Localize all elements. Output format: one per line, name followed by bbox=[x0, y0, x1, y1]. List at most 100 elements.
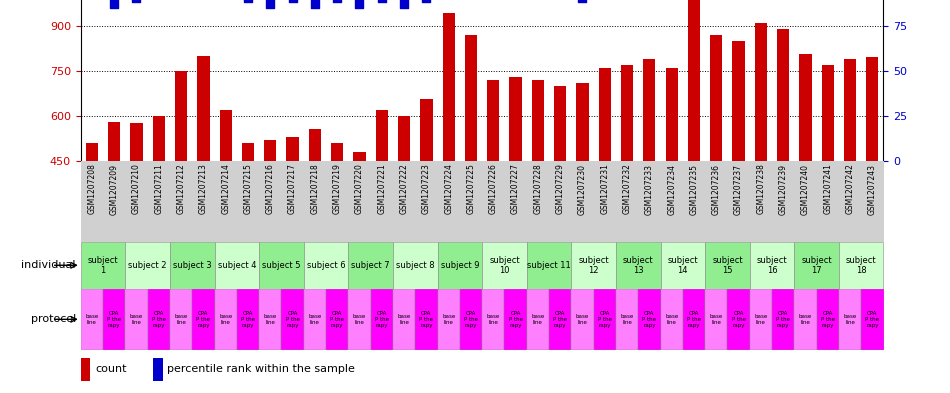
Bar bbox=[398, 116, 410, 161]
Text: GSM1207235: GSM1207235 bbox=[690, 163, 698, 215]
Text: GSM1207228: GSM1207228 bbox=[533, 163, 542, 214]
Text: subject 5: subject 5 bbox=[262, 261, 301, 270]
Text: CPA
P the
rapy: CPA P the rapy bbox=[107, 311, 122, 328]
Bar bbox=[130, 123, 142, 161]
Bar bbox=[750, 242, 794, 289]
Bar bbox=[370, 289, 393, 350]
Text: subject 4: subject 4 bbox=[218, 261, 256, 270]
Bar bbox=[532, 80, 544, 161]
Text: CPA
P the
rapy: CPA P the rapy bbox=[331, 311, 344, 328]
Text: GSM1207218: GSM1207218 bbox=[311, 163, 319, 214]
Text: CPA
P the
rapy: CPA P the rapy bbox=[598, 311, 612, 328]
Bar bbox=[839, 289, 862, 350]
Bar bbox=[215, 242, 259, 289]
Text: GSM1207214: GSM1207214 bbox=[221, 163, 230, 215]
Bar bbox=[153, 116, 165, 161]
Bar bbox=[81, 289, 103, 350]
Bar bbox=[219, 110, 232, 161]
Text: GSM1207237: GSM1207237 bbox=[734, 163, 743, 215]
Text: GSM1207234: GSM1207234 bbox=[667, 163, 676, 215]
Bar bbox=[577, 83, 589, 161]
Text: CPA
P the
rapy: CPA P the rapy bbox=[152, 311, 166, 328]
Text: base
line: base line bbox=[264, 314, 276, 325]
Bar bbox=[443, 13, 455, 161]
Bar bbox=[287, 137, 298, 161]
Text: GSM1207222: GSM1207222 bbox=[400, 163, 408, 214]
Text: subject
18: subject 18 bbox=[846, 255, 877, 275]
Bar bbox=[616, 289, 638, 350]
Bar bbox=[438, 289, 460, 350]
Bar bbox=[259, 289, 281, 350]
Text: CPA
P the
rapy: CPA P the rapy bbox=[241, 311, 255, 328]
Text: GSM1207226: GSM1207226 bbox=[488, 163, 498, 215]
Text: subject
17: subject 17 bbox=[801, 255, 832, 275]
Text: CPA
P the
rapy: CPA P the rapy bbox=[776, 311, 790, 328]
Point bbox=[285, 0, 300, 2]
Text: subject 6: subject 6 bbox=[307, 261, 346, 270]
Bar bbox=[526, 242, 571, 289]
Bar bbox=[666, 68, 677, 161]
Bar bbox=[198, 56, 210, 161]
Text: GSM1207213: GSM1207213 bbox=[199, 163, 208, 215]
Text: base
line: base line bbox=[308, 314, 321, 325]
Bar bbox=[772, 289, 794, 350]
Bar bbox=[660, 242, 705, 289]
Text: GSM1207241: GSM1207241 bbox=[824, 163, 832, 215]
Text: GSM1207208: GSM1207208 bbox=[87, 163, 96, 215]
Bar bbox=[460, 289, 482, 350]
Bar bbox=[794, 289, 817, 350]
Bar bbox=[349, 289, 370, 350]
Bar bbox=[259, 242, 304, 289]
Text: CPA
P the
rapy: CPA P the rapy bbox=[687, 311, 701, 328]
Bar bbox=[281, 289, 304, 350]
Text: base
line: base line bbox=[486, 314, 500, 325]
Bar bbox=[554, 86, 566, 161]
Bar bbox=[754, 22, 767, 161]
Bar bbox=[103, 289, 125, 350]
Bar bbox=[147, 289, 170, 350]
Text: base
line: base line bbox=[754, 314, 768, 325]
Text: base
line: base line bbox=[799, 314, 812, 325]
Point bbox=[263, 1, 278, 7]
Point bbox=[575, 0, 590, 2]
Text: base
line: base line bbox=[620, 314, 634, 325]
Text: base
line: base line bbox=[219, 314, 233, 325]
Point bbox=[106, 1, 122, 7]
Text: CPA
P the
rapy: CPA P the rapy bbox=[865, 311, 880, 328]
Text: GSM1207216: GSM1207216 bbox=[266, 163, 275, 215]
Text: CPA
P the
rapy: CPA P the rapy bbox=[732, 311, 746, 328]
Bar bbox=[732, 40, 745, 161]
Bar bbox=[794, 242, 839, 289]
Bar bbox=[844, 59, 856, 161]
Bar bbox=[660, 289, 683, 350]
Bar bbox=[420, 99, 432, 161]
Text: GSM1207212: GSM1207212 bbox=[177, 163, 185, 214]
Text: GSM1207242: GSM1207242 bbox=[846, 163, 855, 215]
Text: GSM1207223: GSM1207223 bbox=[422, 163, 431, 215]
Bar bbox=[777, 29, 789, 161]
Text: GSM1207209: GSM1207209 bbox=[109, 163, 119, 215]
Text: base
line: base line bbox=[130, 314, 143, 325]
Text: CPA
P the
rapy: CPA P the rapy bbox=[286, 311, 299, 328]
Bar bbox=[705, 289, 728, 350]
Bar bbox=[526, 289, 549, 350]
Point bbox=[307, 1, 322, 7]
Bar bbox=[125, 289, 147, 350]
Point bbox=[129, 0, 144, 2]
Bar bbox=[309, 129, 321, 161]
Text: GSM1207230: GSM1207230 bbox=[578, 163, 587, 215]
Text: subject 3: subject 3 bbox=[173, 261, 212, 270]
Bar bbox=[86, 143, 98, 161]
Text: GSM1207239: GSM1207239 bbox=[779, 163, 788, 215]
Bar bbox=[705, 242, 750, 289]
Text: GSM1207210: GSM1207210 bbox=[132, 163, 141, 215]
Bar bbox=[153, 358, 162, 381]
Text: subject 8: subject 8 bbox=[396, 261, 434, 270]
Bar bbox=[638, 289, 660, 350]
Bar bbox=[509, 77, 522, 161]
Bar bbox=[125, 242, 170, 289]
Text: GSM1207220: GSM1207220 bbox=[355, 163, 364, 215]
Bar bbox=[237, 289, 259, 350]
Text: CPA
P the
rapy: CPA P the rapy bbox=[375, 311, 389, 328]
Bar bbox=[393, 242, 438, 289]
